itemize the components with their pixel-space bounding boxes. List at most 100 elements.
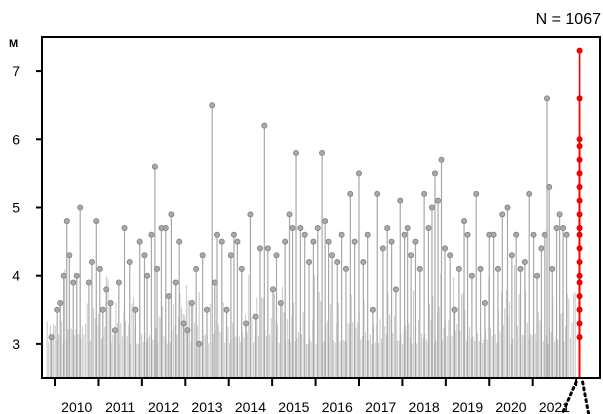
data-point [264,245,271,252]
data-point [213,231,220,238]
data-point [468,272,475,279]
data-point [556,211,563,218]
data-point [188,299,195,306]
data-point [297,224,304,231]
data-point [401,231,408,238]
data-point [301,231,308,238]
highlight-data-point [576,197,583,204]
data-point [325,238,332,245]
data-point [184,327,191,334]
data-point [141,252,148,259]
highlight-stems-layer [576,47,583,378]
highlight-data-point [576,136,583,143]
data-point [73,272,80,279]
data-point [85,279,92,286]
x-tick-label: 2010 [61,399,92,414]
data-point [351,238,358,245]
x-axis-ticks: 2010 2011 2012 2013 2014 2015 2016 2017 2018 2019… [54,378,578,414]
data-point [441,245,448,252]
highlight-data-point [576,334,583,341]
x-tick-label: 2017 [365,399,396,414]
data-point [347,190,354,197]
data-point [360,259,367,266]
data-point [517,265,524,272]
data-point [209,102,216,109]
data-point [481,299,488,306]
data-point [416,265,423,272]
data-point [428,204,435,211]
x-tick-label: 2012 [148,399,179,414]
data-point [538,245,545,252]
data-point [431,170,438,177]
data-point [176,238,183,245]
data-point [103,286,110,293]
data-point [329,252,336,259]
highlight-data-point [576,156,583,163]
data-point [227,252,234,259]
data-point [218,238,225,245]
highlight-data-point [576,259,583,266]
stems-layer [48,95,570,378]
data-point [513,231,520,238]
x-tick-label: 2018 [409,399,440,414]
data-point [54,306,61,313]
data-point [421,190,428,197]
highlight-data-point [576,231,583,238]
data-point [544,95,551,102]
data-point [408,252,415,259]
data-point [563,231,570,238]
data-point [107,299,114,306]
data-point [60,272,67,279]
highlight-data-point [576,245,583,252]
x-tick-label: 2011 [105,399,135,414]
data-point [126,259,133,266]
y-tick-label: 4 [12,268,20,284]
data-point [115,279,122,286]
data-point [319,149,326,156]
data-point [196,340,203,347]
data-point [477,265,484,272]
data-point [48,334,55,341]
data-point [397,197,404,204]
data-point [223,306,230,313]
y-tick-label: 7 [12,63,20,79]
data-point [425,224,432,231]
data-point [342,265,349,272]
y-axis-ticks: 3 4 5 6 7 [12,63,42,352]
data-point [494,265,501,272]
data-point [238,265,245,272]
data-point [364,231,371,238]
data-point [384,224,391,231]
highlight-data-point [576,95,583,102]
data-point [277,299,284,306]
data-point [534,272,541,279]
data-point [247,211,254,218]
data-point [314,224,321,231]
data-point [455,265,462,272]
data-point [180,320,187,327]
data-point [70,279,77,286]
data-point [504,204,511,211]
data-point [121,224,128,231]
data-point [256,245,263,252]
data-point [144,272,151,279]
data-point [473,190,480,197]
y-tick-label: 3 [12,336,20,352]
data-point [96,265,103,272]
data-point [355,170,362,177]
background-stems-layer [46,265,576,378]
data-point [412,238,419,245]
highlight-data-point [576,272,583,279]
y-axis-label: M [9,38,18,50]
data-point [57,299,64,306]
data-point [553,224,560,231]
data-point [243,320,250,327]
data-point [310,238,317,245]
data-point [151,163,158,170]
data-point [193,265,200,272]
x-tick-label: 2014 [235,399,266,414]
data-point [526,190,533,197]
y-tick-label: 6 [12,131,20,147]
data-point [234,238,241,245]
